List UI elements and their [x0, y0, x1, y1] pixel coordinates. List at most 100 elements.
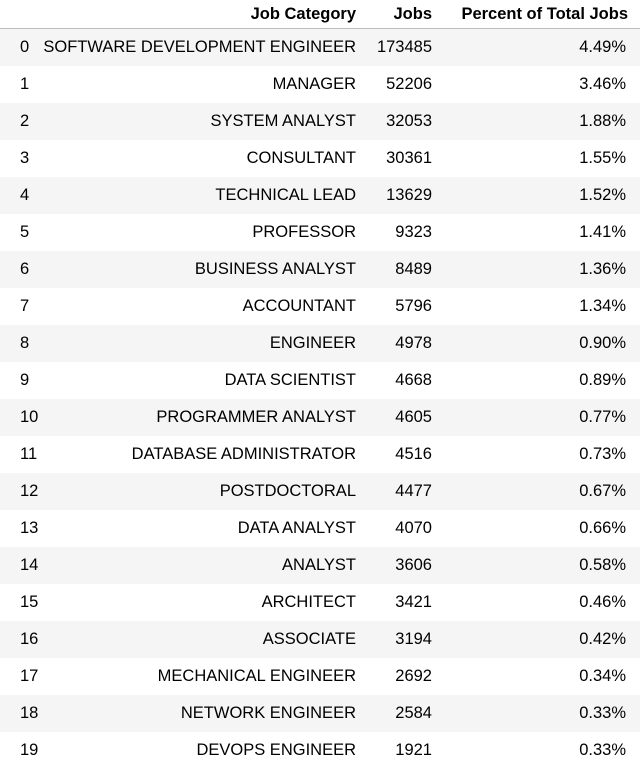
- job-category-cell: DATA SCIENTIST: [224, 371, 356, 389]
- job-category-cell: MANAGER: [272, 75, 356, 93]
- row-index: 4: [20, 186, 30, 204]
- header-row: Job Category Jobs Percent of Total Jobs: [0, 0, 640, 29]
- jobs-cell: 13629: [386, 186, 432, 204]
- percent-cell: 0.73%: [579, 445, 626, 463]
- percent-cell: 4.49%: [579, 38, 626, 56]
- percent-cell: 0.67%: [579, 482, 626, 500]
- row-index: 16: [20, 630, 39, 648]
- percent-cell: 1.36%: [579, 260, 626, 278]
- row-index: 18: [20, 704, 39, 722]
- jobs-cell: 4477: [395, 482, 432, 500]
- table-row: 19 DEVOPS ENGINEER 1921 0.33%: [0, 732, 640, 769]
- row-index: 12: [20, 482, 39, 500]
- percent-cell: 1.34%: [579, 297, 626, 315]
- table-row: 12 POSTDOCTORAL 4477 0.67%: [0, 473, 640, 510]
- table-row: 3 CONSULTANT 30361 1.55%: [0, 140, 640, 177]
- jobs-cell: 3421: [395, 593, 432, 611]
- row-index: 11: [20, 445, 38, 463]
- percent-cell: 0.66%: [579, 519, 626, 537]
- percent-cell: 0.33%: [579, 741, 626, 759]
- row-index: 10: [20, 408, 39, 426]
- row-index: 3: [20, 149, 30, 167]
- percent-cell: 3.46%: [579, 75, 626, 93]
- job-category-cell: MECHANICAL ENGINEER: [157, 667, 356, 685]
- table-row: 15 ARCHITECT 3421 0.46%: [0, 584, 640, 621]
- percent-header: Percent of Total Jobs: [444, 0, 640, 29]
- job-category-cell: ARCHITECT: [261, 593, 356, 611]
- percent-cell: 0.33%: [579, 704, 626, 722]
- job-category-cell: ACCOUNTANT: [242, 297, 356, 315]
- jobs-cell: 32053: [386, 112, 432, 130]
- jobs-cell: 4605: [395, 408, 432, 426]
- table-row: 5 PROFESSOR 9323 1.41%: [0, 214, 640, 251]
- row-index: 9: [20, 371, 30, 389]
- job-category-cell: DATA ANALYST: [237, 519, 356, 537]
- jobs-cell: 173485: [376, 38, 432, 56]
- table-row: 8 ENGINEER 4978 0.90%: [0, 325, 640, 362]
- job-category-cell: ANALYST: [282, 556, 356, 574]
- table-row: 14 ANALYST 3606 0.58%: [0, 547, 640, 584]
- table-row: 18 NETWORK ENGINEER 2584 0.33%: [0, 695, 640, 732]
- percent-cell: 0.90%: [579, 334, 626, 352]
- jobs-cell: 2692: [395, 667, 432, 685]
- index-header: [0, 0, 42, 29]
- job-category-cell: DEVOPS ENGINEER: [196, 741, 356, 759]
- job-category-cell: CONSULTANT: [246, 149, 356, 167]
- table-body: 0 SOFTWARE DEVELOPMENT ENGINEER 173485 4.49…: [0, 28, 640, 769]
- row-index: 19: [20, 741, 39, 759]
- percent-cell: 0.77%: [579, 408, 626, 426]
- jobs-header: Jobs: [368, 0, 444, 29]
- row-index: 2: [20, 112, 30, 130]
- row-index: 15: [20, 593, 39, 611]
- percent-cell: 1.41%: [579, 223, 626, 241]
- jobs-cell: 9323: [395, 223, 432, 241]
- table-row: 17 MECHANICAL ENGINEER 2692 0.34%: [0, 658, 640, 695]
- row-index: 7: [20, 297, 30, 315]
- table-row: 4 TECHNICAL LEAD 13629 1.52%: [0, 177, 640, 214]
- percent-cell: 0.58%: [579, 556, 626, 574]
- job-category-cell: TECHNICAL LEAD: [215, 186, 356, 204]
- row-index: 5: [20, 223, 30, 241]
- job-category-cell: ENGINEER: [269, 334, 356, 352]
- row-index: 0: [20, 38, 30, 56]
- table-header: Job Category Jobs Percent of Total Jobs: [0, 0, 640, 29]
- job-category-cell: POSTDOCTORAL: [219, 482, 356, 500]
- job-category-cell: SYSTEM ANALYST: [210, 112, 357, 130]
- percent-cell: 0.46%: [579, 593, 626, 611]
- jobs-cell: 3194: [395, 630, 432, 648]
- table-row: 9 DATA SCIENTIST 4668 0.89%: [0, 362, 640, 399]
- jobs-cell: 2584: [395, 704, 432, 722]
- job-category-cell: ASSOCIATE: [262, 630, 356, 648]
- jobs-cell: 4668: [395, 371, 432, 389]
- percent-cell: 0.42%: [579, 630, 626, 648]
- percent-cell: 0.89%: [579, 371, 626, 389]
- job-category-cell: DATABASE ADMINISTRATOR: [131, 445, 356, 463]
- table-row: 13 DATA ANALYST 4070 0.66%: [0, 510, 640, 547]
- row-index: 13: [20, 519, 39, 537]
- job-category-cell: SOFTWARE DEVELOPMENT ENGINEER: [43, 38, 356, 56]
- jobs-cell: 3606: [395, 556, 432, 574]
- table-row: 10 PROGRAMMER ANALYST 4605 0.77%: [0, 399, 640, 436]
- job-category-cell: PROGRAMMER ANALYST: [156, 408, 356, 426]
- table-row: 7 ACCOUNTANT 5796 1.34%: [0, 288, 640, 325]
- table-row: 1 MANAGER 52206 3.46%: [0, 66, 640, 103]
- row-index: 6: [20, 260, 30, 278]
- table-row: 0 SOFTWARE DEVELOPMENT ENGINEER 173485 4.49…: [0, 28, 640, 66]
- jobs-cell: 30361: [386, 149, 432, 167]
- jobs-cell: 4516: [395, 445, 432, 463]
- jobs-cell: 1921: [395, 741, 432, 759]
- table-row: 6 BUSINESS ANALYST 8489 1.36%: [0, 251, 640, 288]
- jobs-cell: 8489: [395, 260, 432, 278]
- table-row: 2 SYSTEM ANALYST 32053 1.88%: [0, 103, 640, 140]
- percent-cell: 0.34%: [579, 667, 626, 685]
- table-row: 16 ASSOCIATE 3194 0.42%: [0, 621, 640, 658]
- jobs-cell: 4070: [395, 519, 432, 537]
- jobs-cell: 5796: [395, 297, 432, 315]
- row-index: 1: [20, 75, 30, 93]
- row-index: 8: [20, 334, 30, 352]
- jobs-cell: 4978: [395, 334, 432, 352]
- row-index: 14: [20, 556, 39, 574]
- row-index: 17: [20, 667, 39, 685]
